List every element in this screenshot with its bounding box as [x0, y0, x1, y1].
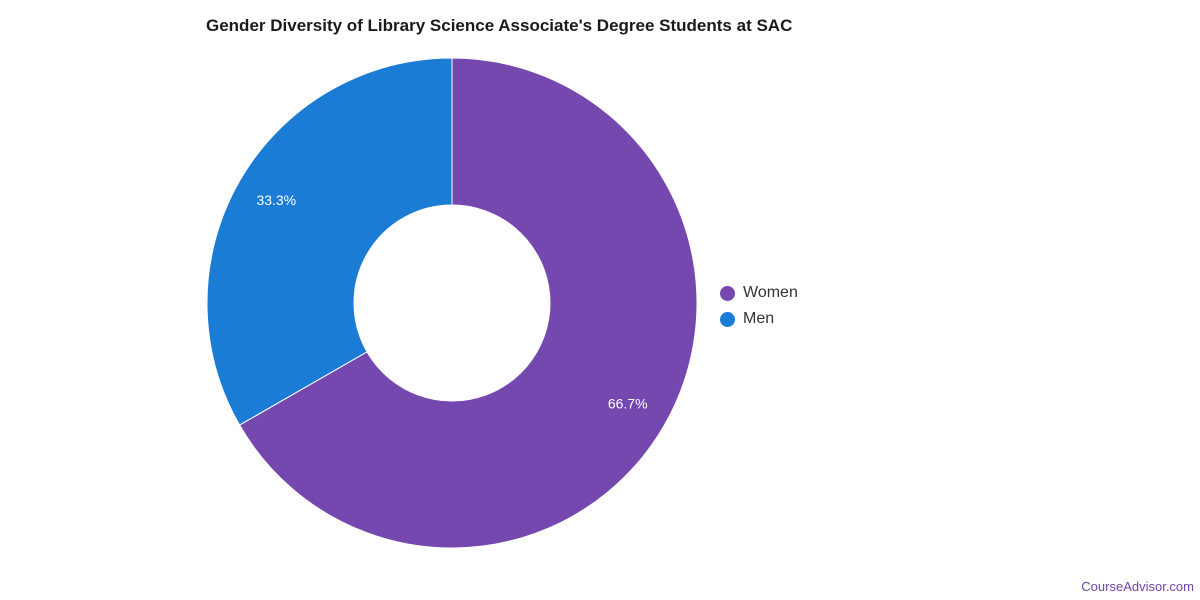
slice-label-women: 66.7% — [608, 395, 648, 411]
slice-label-men: 33.3% — [256, 192, 296, 208]
chart-title: Gender Diversity of Library Science Asso… — [206, 16, 793, 35]
legend-label-men: Men — [743, 310, 775, 327]
legend-item-men[interactable]: Men — [720, 306, 798, 332]
donut-slice-women[interactable] — [238, 57, 698, 549]
watermark: CourseAdvisor.com — [1081, 579, 1194, 594]
legend-label-women: Women — [743, 284, 798, 301]
legend-swatch-women — [720, 285, 735, 301]
donut-slice-men[interactable] — [206, 57, 453, 426]
legend-item-women[interactable]: Women — [720, 280, 798, 306]
legend-swatch-men — [720, 311, 735, 327]
chart-legend: Women Men — [720, 280, 798, 332]
